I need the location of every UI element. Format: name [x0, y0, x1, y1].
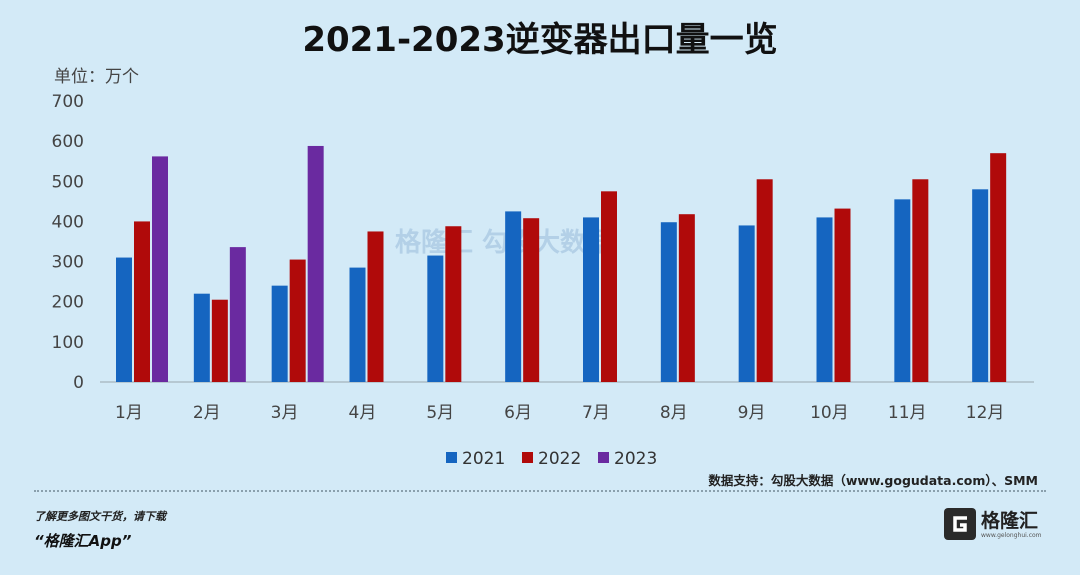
y-tick-label: 0: [73, 373, 84, 393]
y-tick-label: 700: [52, 92, 84, 112]
x-tick-label: 1月: [115, 403, 143, 423]
bar-2021: [738, 225, 755, 382]
bar-2023: [229, 247, 246, 382]
bar-2022: [134, 221, 150, 382]
unit-label: 单位：万个: [54, 67, 139, 87]
bar-2021: [816, 217, 833, 382]
x-tick-label: 6月: [504, 403, 532, 423]
x-tick-label: 10月: [810, 403, 849, 423]
x-tick-label: 12月: [966, 403, 1005, 423]
bar-2021: [505, 211, 522, 382]
y-tick-label: 200: [52, 293, 84, 313]
bar-2022: [367, 231, 384, 382]
bar-2021: [427, 255, 444, 382]
bar-2021: [894, 199, 911, 382]
bar-2021: [271, 285, 288, 382]
promo-text: 了解更多图文干货，请下载: [34, 510, 166, 523]
y-tick-label: 600: [52, 132, 84, 152]
app-name-promo[interactable]: “格隆汇App”: [34, 532, 132, 550]
bar-2021: [193, 293, 210, 382]
x-tick-label: 4月: [349, 403, 377, 423]
chart-title: 2021-2023逆变器出口量一览: [302, 20, 778, 60]
y-tick-label: 100: [52, 333, 84, 353]
bar-2022: [601, 191, 617, 382]
logo-name: 格隆汇: [981, 509, 1039, 532]
bar-2022: [834, 208, 851, 382]
y-tick-label: 400: [52, 212, 84, 232]
bar-2022: [990, 153, 1007, 382]
x-tick-label: 5月: [426, 403, 454, 423]
x-tick-label: 9月: [738, 403, 766, 423]
logo-url: www.gelonghui.com: [981, 531, 1042, 539]
logo-icon: [944, 508, 976, 540]
bar-2021: [349, 267, 366, 382]
y-tick-label: 500: [52, 172, 84, 192]
x-tick-label: 2月: [193, 403, 221, 423]
x-tick-label: 7月: [582, 403, 610, 423]
bar-2021: [583, 217, 599, 382]
bar-2022: [289, 259, 306, 382]
bar-2021: [660, 222, 677, 382]
legend-swatch-2023: [598, 452, 609, 463]
bar-2021: [116, 257, 132, 382]
bar-2022: [523, 218, 540, 382]
bar-2023: [307, 145, 324, 382]
gelonghui-logo: 格隆汇 www.gelonghui.com: [944, 508, 1042, 540]
bar-2022: [912, 179, 929, 382]
bar-2022: [445, 226, 462, 382]
legend-swatch-2021: [446, 452, 457, 463]
x-tick-label: 3月: [271, 403, 299, 423]
x-tick-label: 8月: [660, 403, 688, 423]
bar-2022: [211, 299, 228, 382]
legend-label-2023: 2023: [614, 449, 657, 469]
divider: [34, 490, 1046, 492]
bar-2022: [756, 179, 773, 382]
bar-2021: [972, 189, 989, 382]
bar-2023: [152, 156, 168, 382]
legend-label-2021: 2021: [462, 449, 505, 469]
bar-2022: [678, 214, 695, 382]
legend-label-2022: 2022: [538, 449, 581, 469]
legend-swatch-2022: [522, 452, 533, 463]
y-tick-label: 300: [52, 253, 84, 273]
x-tick-label: 11月: [888, 403, 927, 423]
data-source: 数据支持：勾股大数据（www.gogudata.com）、SMM: [708, 473, 1038, 488]
watermark: 格隆汇 勾股大数据: [395, 228, 613, 258]
